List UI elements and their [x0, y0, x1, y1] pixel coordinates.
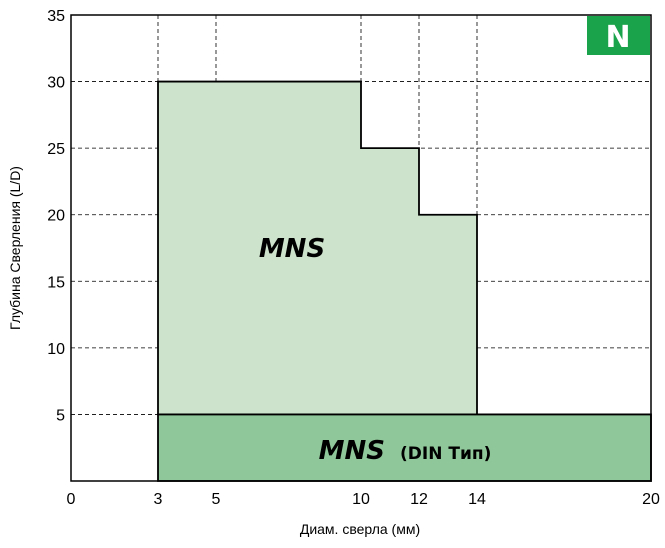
y-tick-label: 25	[47, 141, 65, 158]
x-tick-label: 3	[154, 491, 163, 508]
region-label-main: MNS	[319, 436, 394, 466]
x-tick-label: 20	[642, 491, 660, 508]
badge-letter: N	[605, 20, 630, 55]
x-tick-label: 5	[212, 491, 221, 508]
badge-background	[587, 16, 650, 55]
x-tick-label: 14	[468, 491, 486, 508]
y-tick-label: 30	[47, 75, 65, 92]
x-tick-label: 10	[352, 491, 370, 508]
region-label-sub: (DIN Тип)	[400, 444, 491, 464]
y-tick-label: 35	[47, 8, 65, 25]
y-tick-label: 15	[47, 274, 65, 291]
x-axis-title: Диам. сверла (мм)	[300, 521, 420, 537]
y-tick-label: 20	[47, 208, 65, 225]
plot-frame	[70, 14, 652, 482]
x-tick-label: 12	[410, 491, 428, 508]
region-area-1	[157, 80, 478, 416]
x-tick-label: 0	[67, 491, 76, 508]
y-tick-label: 5	[56, 407, 65, 424]
y-axis-title: Глубина Сверления (L/D)	[7, 166, 23, 330]
region-label-2: MNS (DIN Тип)	[319, 436, 492, 466]
region-label-1: MNS	[259, 234, 325, 264]
y-tick-label: 10	[47, 341, 65, 358]
material-badge: N	[587, 16, 650, 55]
